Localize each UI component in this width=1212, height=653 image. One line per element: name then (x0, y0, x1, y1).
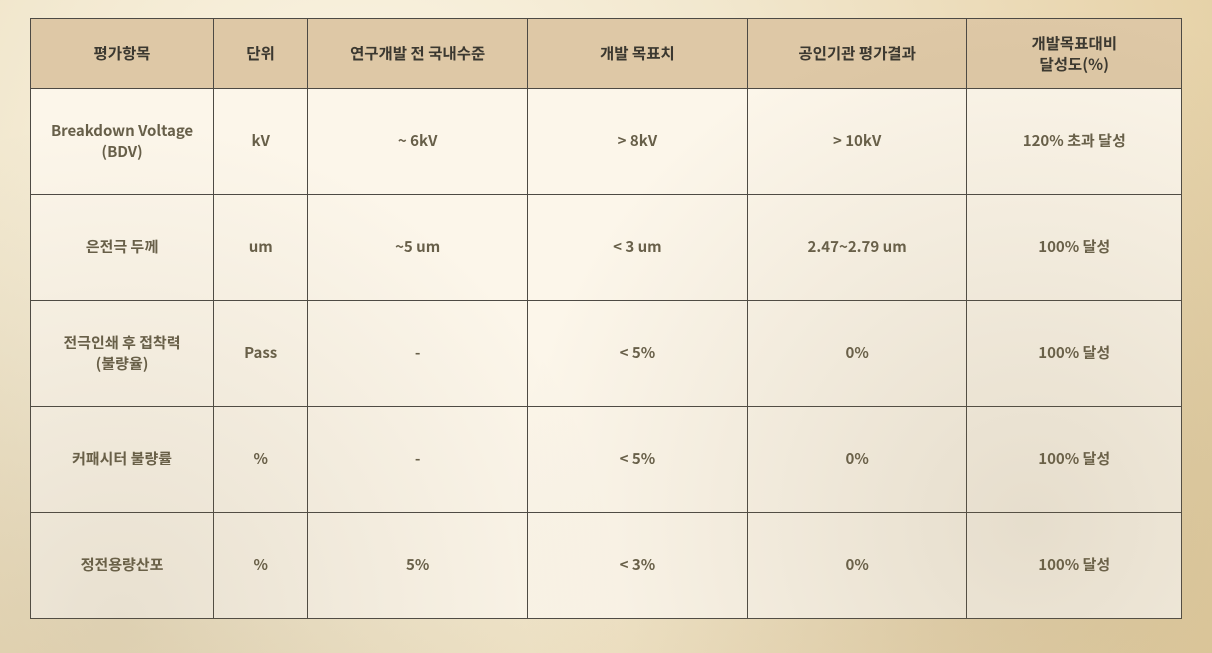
cell-unit: % (214, 513, 308, 619)
cell-item: 정전용량산포 (31, 513, 214, 619)
col-header-item: 평가항목 (31, 19, 214, 89)
table-row: 정전용량산포 % 5% < 3% 0% 100% 달성 (31, 513, 1182, 619)
col-header-target: 개발 목표치 (528, 19, 748, 89)
cell-item: Breakdown Voltage(BDV) (31, 89, 214, 195)
evaluation-table: 평가항목 단위 연구개발 전 국내수준 개발 목표치 공인기관 평가결과 개발목… (30, 18, 1182, 619)
cell-achievement: 100% 달성 (967, 407, 1182, 513)
table-row: 은전극 두께 um ~5 um < 3 um 2.47~2.79 um 100%… (31, 195, 1182, 301)
cell-target: < 5% (528, 407, 748, 513)
cell-achievement: 100% 달성 (967, 301, 1182, 407)
cell-unit: kV (214, 89, 308, 195)
cell-target: < 3 um (528, 195, 748, 301)
col-header-result: 공인기관 평가결과 (747, 19, 967, 89)
cell-pre-level: - (308, 301, 528, 407)
cell-unit: % (214, 407, 308, 513)
cell-result: 2.47~2.79 um (747, 195, 967, 301)
page-canvas: 평가항목 단위 연구개발 전 국내수준 개발 목표치 공인기관 평가결과 개발목… (0, 0, 1212, 653)
cell-pre-level: ~5 um (308, 195, 528, 301)
cell-target: < 5% (528, 301, 748, 407)
col-header-unit: 단위 (214, 19, 308, 89)
cell-achievement: 120% 초과 달성 (967, 89, 1182, 195)
col-header-achievement: 개발목표대비달성도(%) (967, 19, 1182, 89)
cell-result: > 10kV (747, 89, 967, 195)
cell-pre-level: 5% (308, 513, 528, 619)
table-body: Breakdown Voltage(BDV) kV ~ 6kV > 8kV > … (31, 89, 1182, 619)
cell-target: < 3% (528, 513, 748, 619)
cell-result: 0% (747, 301, 967, 407)
cell-achievement: 100% 달성 (967, 513, 1182, 619)
cell-unit: um (214, 195, 308, 301)
cell-item: 은전극 두께 (31, 195, 214, 301)
table-row: 커패시터 불량률 % - < 5% 0% 100% 달성 (31, 407, 1182, 513)
cell-pre-level: ~ 6kV (308, 89, 528, 195)
cell-unit: Pass (214, 301, 308, 407)
col-header-pre-level: 연구개발 전 국내수준 (308, 19, 528, 89)
cell-target: > 8kV (528, 89, 748, 195)
cell-pre-level: - (308, 407, 528, 513)
table-row: 전극인쇄 후 접착력(불량율) Pass - < 5% 0% 100% 달성 (31, 301, 1182, 407)
cell-item: 커패시터 불량률 (31, 407, 214, 513)
cell-result: 0% (747, 407, 967, 513)
table-row: Breakdown Voltage(BDV) kV ~ 6kV > 8kV > … (31, 89, 1182, 195)
table-header: 평가항목 단위 연구개발 전 국내수준 개발 목표치 공인기관 평가결과 개발목… (31, 19, 1182, 89)
cell-achievement: 100% 달성 (967, 195, 1182, 301)
cell-result: 0% (747, 513, 967, 619)
cell-item: 전극인쇄 후 접착력(불량율) (31, 301, 214, 407)
